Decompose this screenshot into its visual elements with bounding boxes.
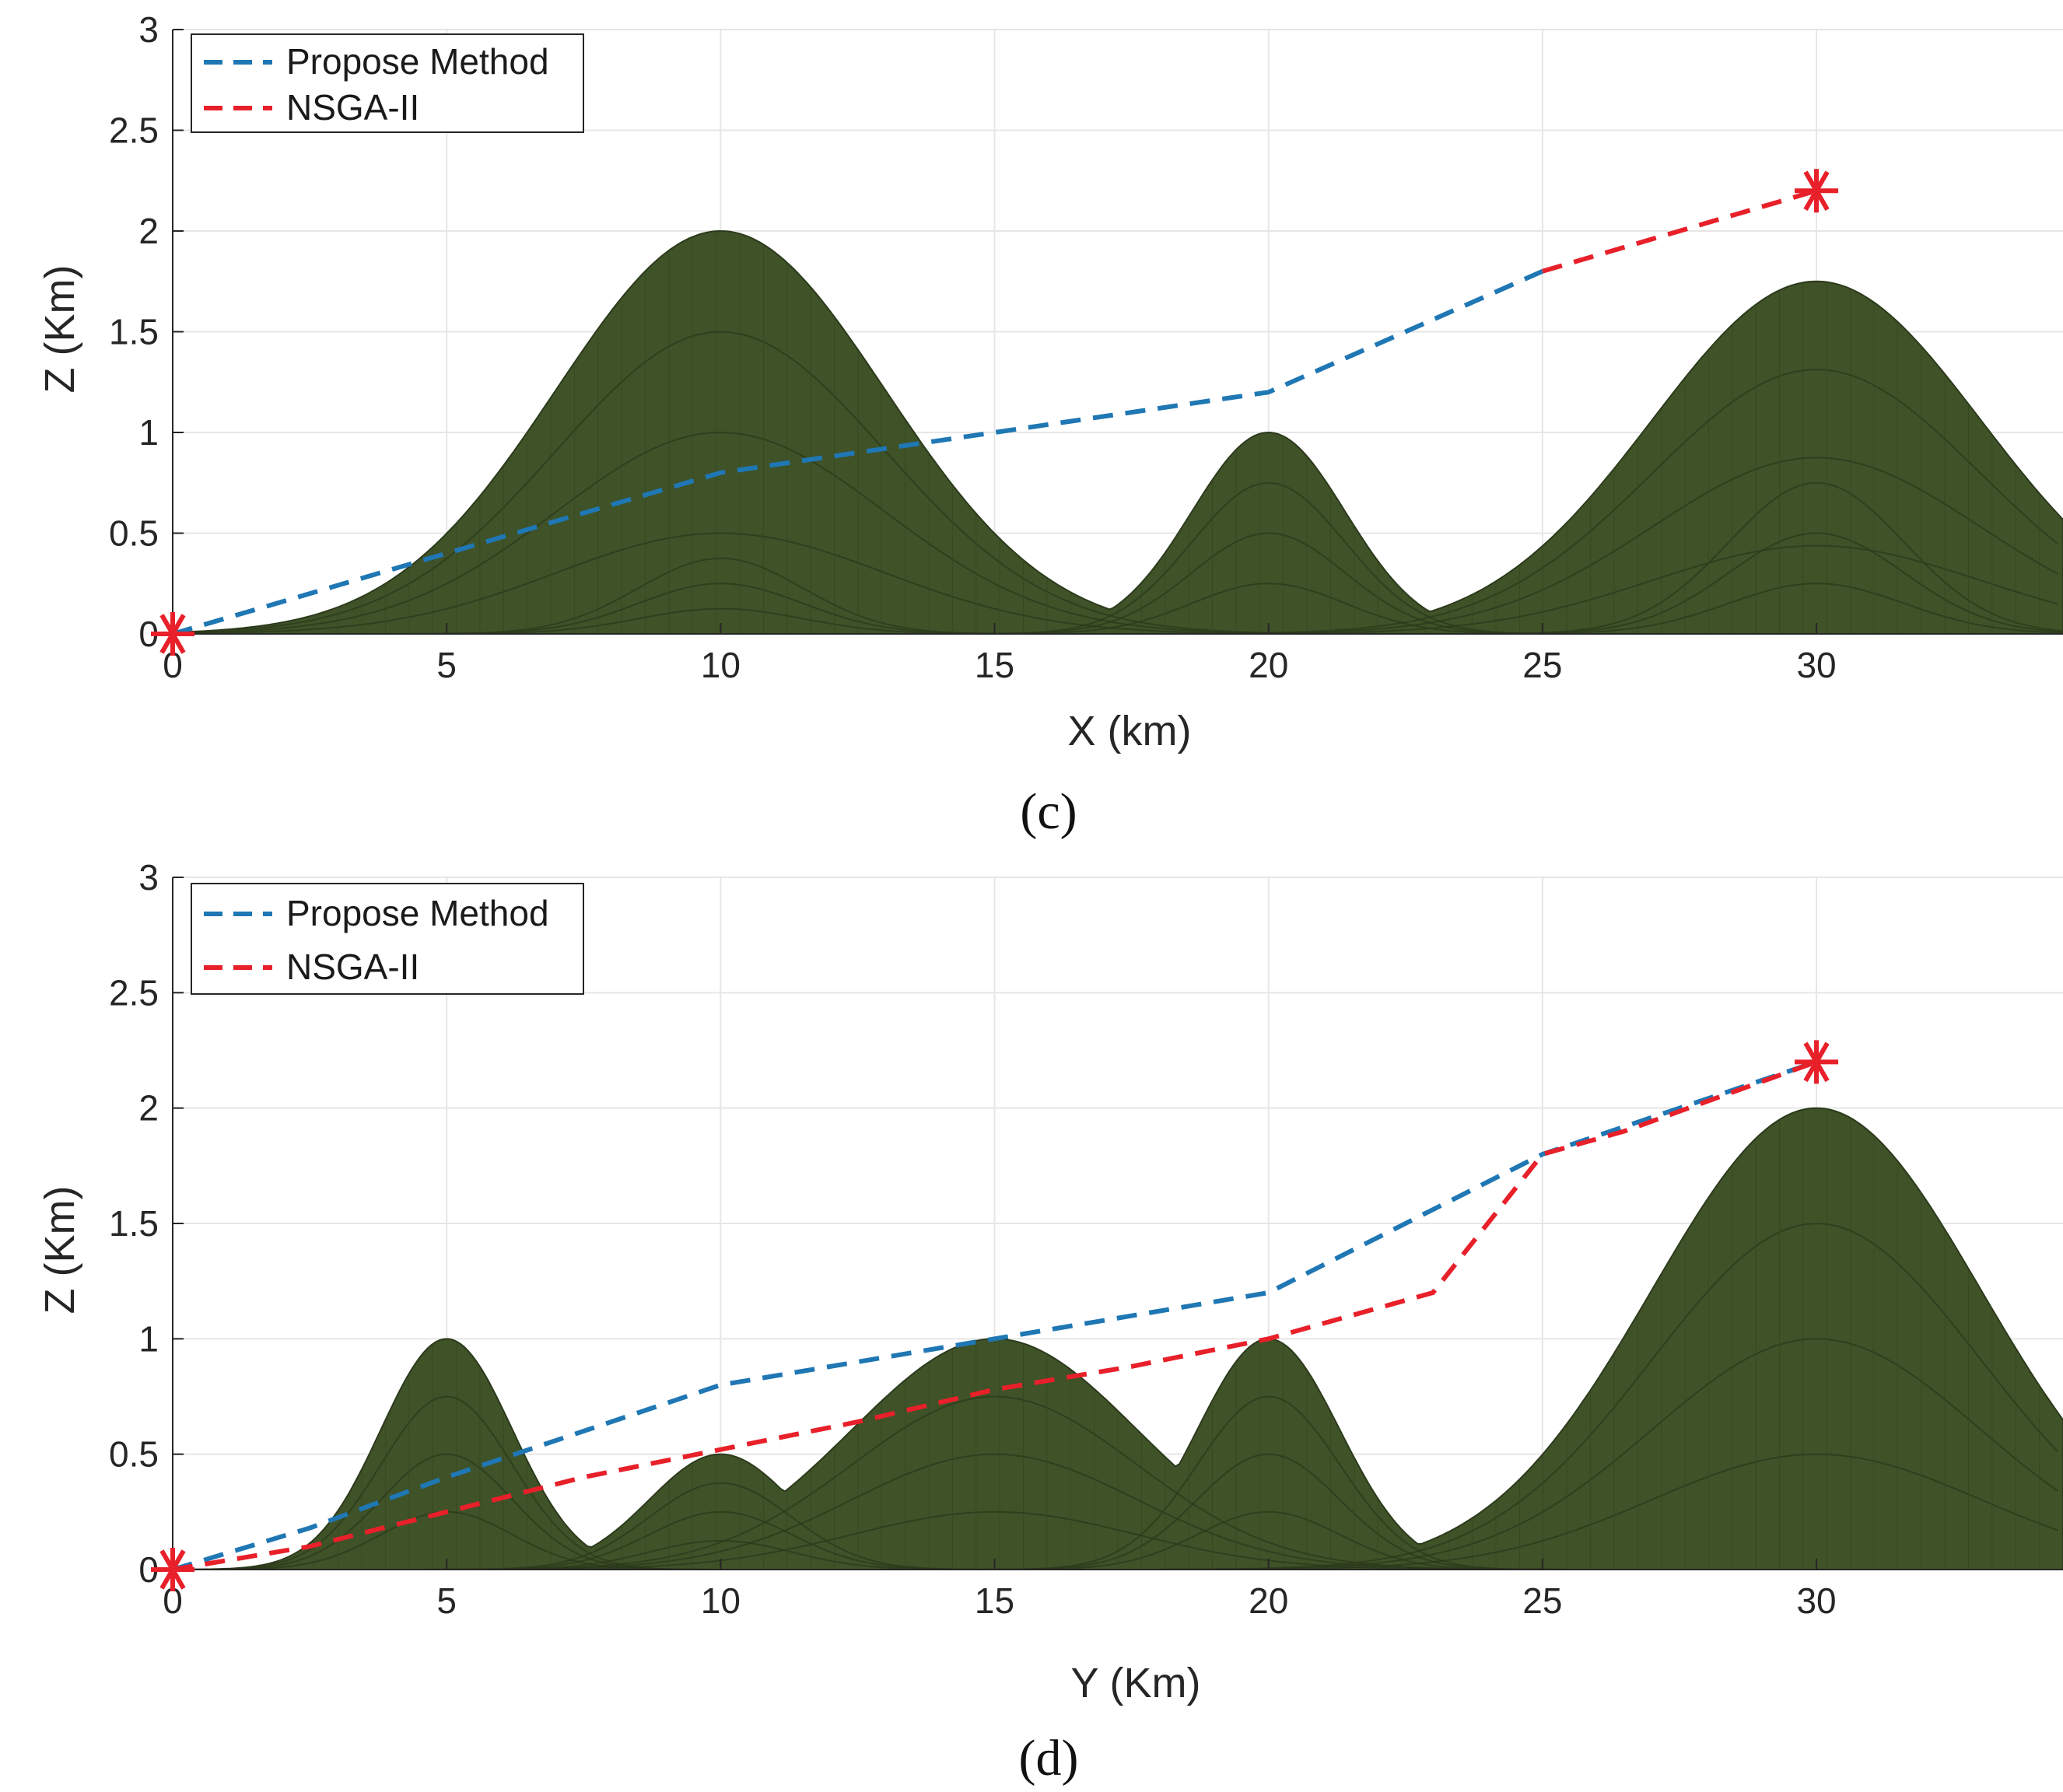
y-tick-label: 0.5 — [109, 513, 159, 554]
chart-c: X (km) Z (Km) (c) 0 5 10 15 20 25 3000.511.522… — [37, 9, 2063, 840]
terrain-contour — [961, 532, 1576, 635]
terrain-contour — [983, 1453, 1554, 1570]
terrain-contour — [425, 1395, 1564, 1570]
x-tick-label: 10 — [701, 1580, 741, 1621]
series-nsga-ii — [172, 1059, 1818, 1572]
terrain-contour — [961, 481, 1576, 635]
x-tick-label: 5 — [436, 1580, 457, 1621]
terrain-contour — [1158, 1453, 2058, 1570]
terrain-contour — [436, 1482, 1006, 1570]
terrain-contour — [425, 1510, 1564, 1570]
marker-start — [151, 612, 194, 656]
y-axis-label: Z (Km) — [37, 265, 83, 394]
x-tick-label: 25 — [1522, 645, 1562, 685]
legend: Propose Method NSGA-II — [191, 33, 584, 133]
terrain-contour — [172, 431, 1378, 635]
legend-label-nsga-ii: NSGA-II — [286, 947, 419, 987]
chart-d: Y (Km) Z (Km) (d) 0 5 10 15 20 25 3000.511.522… — [37, 857, 2063, 1787]
y-tick-label: 1.5 — [109, 312, 159, 352]
series-propose-method — [172, 269, 1544, 636]
y-tick-label: 2.5 — [109, 972, 159, 1013]
terrain-contour — [1158, 1222, 2058, 1570]
y-tick-label: 1.5 — [109, 1203, 159, 1244]
y-tick-label: 3 — [138, 857, 159, 898]
panel-caption: (c) — [1020, 783, 1077, 840]
x-tick-label: 25 — [1522, 1580, 1562, 1621]
terrain-contour — [1158, 1338, 2058, 1570]
y-tick-label: 1 — [138, 1318, 159, 1359]
y-tick-label: 2 — [138, 211, 159, 251]
x-tick-label: 20 — [1249, 645, 1288, 685]
terrain-contour — [172, 532, 1378, 635]
x-tick-label: 15 — [975, 1580, 1014, 1621]
x-tick-label: 20 — [1249, 1580, 1288, 1621]
terrain-contour — [1466, 481, 2062, 635]
legend-label-nsga-ii: NSGA-II — [286, 87, 419, 128]
legend: Propose Method NSGA-II — [191, 883, 584, 995]
x-tick-label: 5 — [436, 645, 457, 685]
terrain-contour — [1158, 369, 2058, 635]
y-tick-label: 1 — [138, 412, 159, 453]
terrain-contour — [983, 1395, 1553, 1570]
y-tick-label: 0.5 — [109, 1434, 159, 1475]
terrain-contour — [983, 1510, 1553, 1570]
x-tick-label: 10 — [701, 645, 741, 685]
x-tick-label: 30 — [1796, 1580, 1836, 1621]
terrain-contour — [172, 331, 1378, 635]
terrain-contour — [961, 583, 1576, 635]
terrain-contour — [1466, 532, 2062, 635]
terrain-contour — [391, 557, 1049, 635]
y-tick-label: 2 — [138, 1088, 159, 1129]
y-axis-label: Z (Km) — [37, 1186, 83, 1314]
series-nsga-ii — [1542, 188, 1817, 274]
x-tick-label: 15 — [975, 645, 1014, 685]
y-tick-label: 2.5 — [109, 110, 159, 151]
marker-start — [151, 1548, 194, 1591]
series-propose-method — [172, 1059, 1817, 1572]
panel-caption: (d) — [1019, 1730, 1079, 1787]
marker-goal — [1795, 169, 1839, 213]
y-tick-label: 3 — [138, 9, 159, 50]
legend-box — [191, 33, 584, 133]
legend-label-propose-method: Propose Method — [286, 41, 549, 82]
legend-label-propose-method: Propose Method — [286, 893, 549, 933]
x-tick-label: 30 — [1796, 645, 1836, 685]
legend-box — [191, 883, 584, 995]
marker-goal — [1795, 1040, 1839, 1084]
x-axis-label: Y (Km) — [1070, 1660, 1200, 1706]
x-axis-label: X (km) — [1068, 708, 1192, 754]
